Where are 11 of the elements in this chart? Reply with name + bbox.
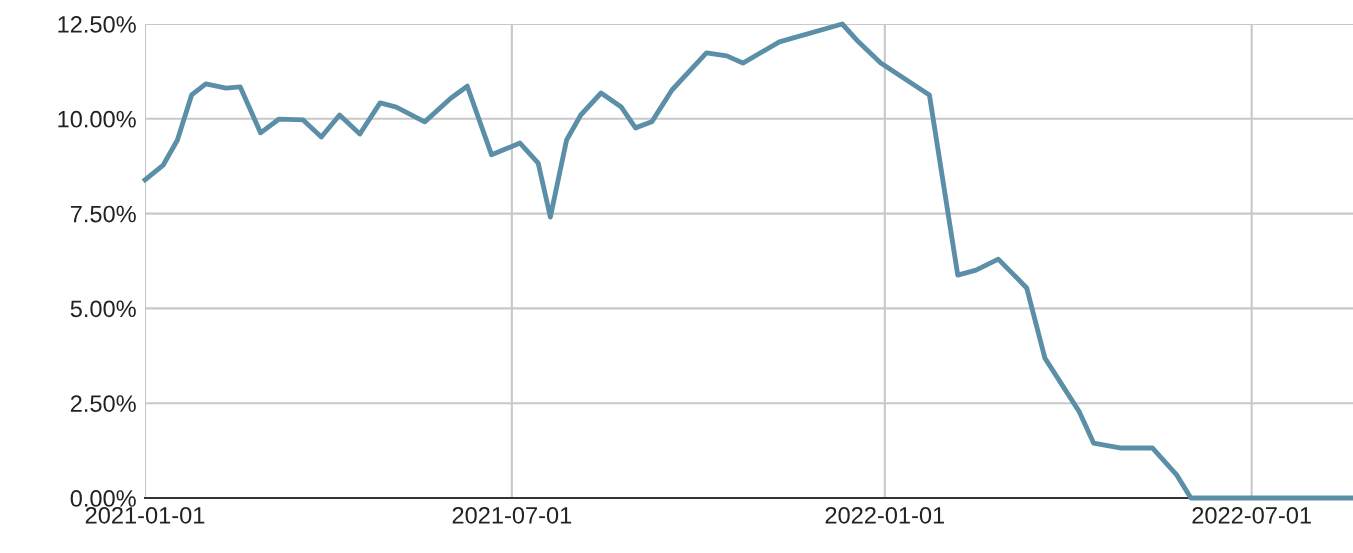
y-tick-label: 2.50% [70, 395, 136, 412]
line-series [142, 21, 1353, 501]
y-tick-label: 0.00% [70, 490, 136, 507]
x-tick-label: 2022-01-01 [825, 506, 945, 524]
y-tick-label: 12.50% [58, 16, 136, 33]
y-tick-label: 7.50% [70, 205, 136, 223]
x-tick-label: 2022-07-01 [1192, 506, 1311, 524]
x-tick-label: 2021-07-01 [452, 506, 572, 524]
y-tick-label: 5.00% [70, 300, 136, 318]
x-tick-label: 2021-01-01 [85, 506, 205, 524]
y-tick-label: 10.00% [58, 110, 136, 128]
